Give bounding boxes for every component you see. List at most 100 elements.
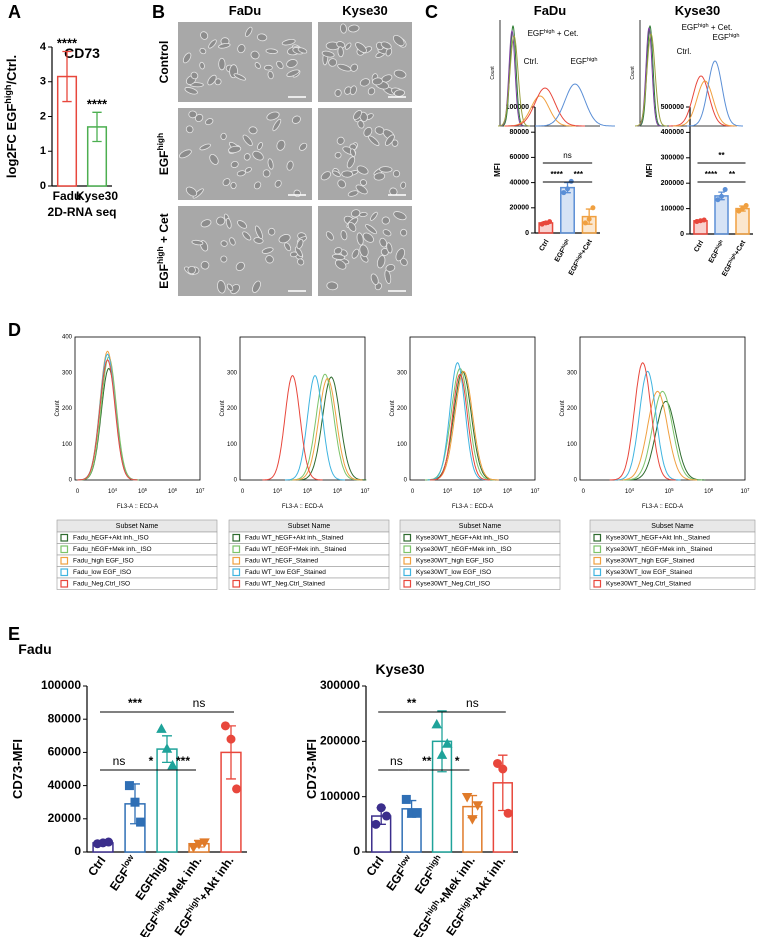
cell <box>218 42 231 49</box>
cell <box>229 237 236 246</box>
y-tick-label: 200 <box>62 406 73 412</box>
bar-chart: 020000400006000080000100000FaduCD73-MFIC… <box>10 641 247 937</box>
y-tick-label: 60000 <box>510 154 530 161</box>
significance-label: * <box>455 754 460 768</box>
cell <box>379 237 388 248</box>
y-tick-label: 500000 <box>661 104 684 111</box>
cell <box>184 87 198 95</box>
cell <box>291 115 301 124</box>
significance-label: *** <box>176 754 190 768</box>
row-label: EGFhigh <box>155 133 171 175</box>
cell <box>209 153 219 165</box>
x-axis-label: 2D-RNA seq <box>48 205 117 219</box>
x-tick-label-part: 10 <box>704 489 711 495</box>
cell <box>200 219 212 228</box>
significance-label: ** <box>407 696 417 710</box>
histogram-curve <box>687 60 743 127</box>
micrograph-background <box>178 206 312 296</box>
cell <box>220 240 228 247</box>
significance-label: *** <box>128 696 142 710</box>
cell <box>286 59 298 68</box>
row-label-part: EGF <box>157 151 171 176</box>
cell <box>218 57 226 71</box>
significance-label: ns <box>390 754 403 768</box>
legend-swatch <box>232 579 241 588</box>
data-point <box>472 801 483 811</box>
table-cell: Fadu_Neg.Ctrl_ISO <box>73 580 130 587</box>
chart-title: Fadu <box>18 641 51 657</box>
y-tick-label: 40000 <box>510 179 530 186</box>
x-tick-label: 107 <box>530 487 540 496</box>
cell <box>233 73 247 81</box>
cell <box>216 216 226 226</box>
x-tick-label: Fadu <box>53 189 82 203</box>
cell <box>363 126 373 137</box>
data-point <box>130 797 140 807</box>
cell <box>228 145 242 154</box>
y-tick-label: 0 <box>74 844 81 858</box>
micrograph-background <box>318 108 412 200</box>
y-tick-label: 200000 <box>320 734 360 748</box>
y-tick-label: 200 <box>567 406 578 412</box>
curve-label: EGFhigh <box>570 57 597 66</box>
y-tick-label: 20000 <box>48 811 82 825</box>
y-tick-label: 40000 <box>48 778 82 792</box>
y-tick-label: 0 <box>574 478 578 484</box>
data-point <box>167 759 178 770</box>
y-tick-label: 0 <box>353 844 360 858</box>
cell <box>347 221 357 232</box>
x-tick-label-part: 10 <box>473 489 480 495</box>
error-bar <box>62 50 72 103</box>
cell <box>382 229 392 237</box>
x-tick-label-part: 10 <box>530 489 537 495</box>
curve-label: EGFhigh <box>712 33 739 42</box>
histogram-curve <box>427 370 498 481</box>
data-point <box>371 819 381 829</box>
cell <box>367 87 376 96</box>
histogram-title: FaDu <box>534 3 567 18</box>
y-tick-label: 3 <box>40 76 46 88</box>
data-point <box>436 749 448 759</box>
table-row <box>399 577 561 590</box>
data-point <box>565 186 570 192</box>
cell <box>337 46 344 58</box>
cell <box>353 110 362 121</box>
table-cell: Fadu WT_low EGF_Stained <box>245 569 326 576</box>
cell <box>188 110 198 119</box>
cell <box>340 230 348 241</box>
x-tick-label-part: 10 <box>740 489 747 495</box>
histogram-curve <box>296 376 367 481</box>
cell <box>385 264 396 272</box>
y-axis-label: Count <box>55 400 61 416</box>
histogram-curve <box>289 373 361 481</box>
y-tick-label: 0 <box>404 478 408 484</box>
cell <box>205 118 214 126</box>
significance-label: **** <box>550 170 563 179</box>
y-axis-label: Count <box>630 66 636 80</box>
row-label-part: high <box>155 246 165 264</box>
cell <box>393 89 405 97</box>
cell <box>208 39 217 49</box>
cell <box>185 186 198 197</box>
cell <box>214 78 222 86</box>
histogram-curve <box>614 370 681 481</box>
cell <box>252 150 264 161</box>
data-point <box>199 838 210 848</box>
cell <box>262 169 271 178</box>
legend-swatch <box>593 533 602 542</box>
cell <box>359 78 371 87</box>
x-tick-label-part: 7 <box>202 487 205 492</box>
x-tick-label: 107 <box>360 487 370 496</box>
cell <box>207 74 217 86</box>
cell <box>235 261 245 272</box>
micrograph <box>178 108 312 200</box>
x-tick-label: 104 <box>443 487 453 496</box>
micrograph <box>318 206 412 296</box>
data-point <box>156 723 167 733</box>
curve-label: Ctrl. <box>677 47 692 56</box>
legend-swatch <box>232 568 241 577</box>
